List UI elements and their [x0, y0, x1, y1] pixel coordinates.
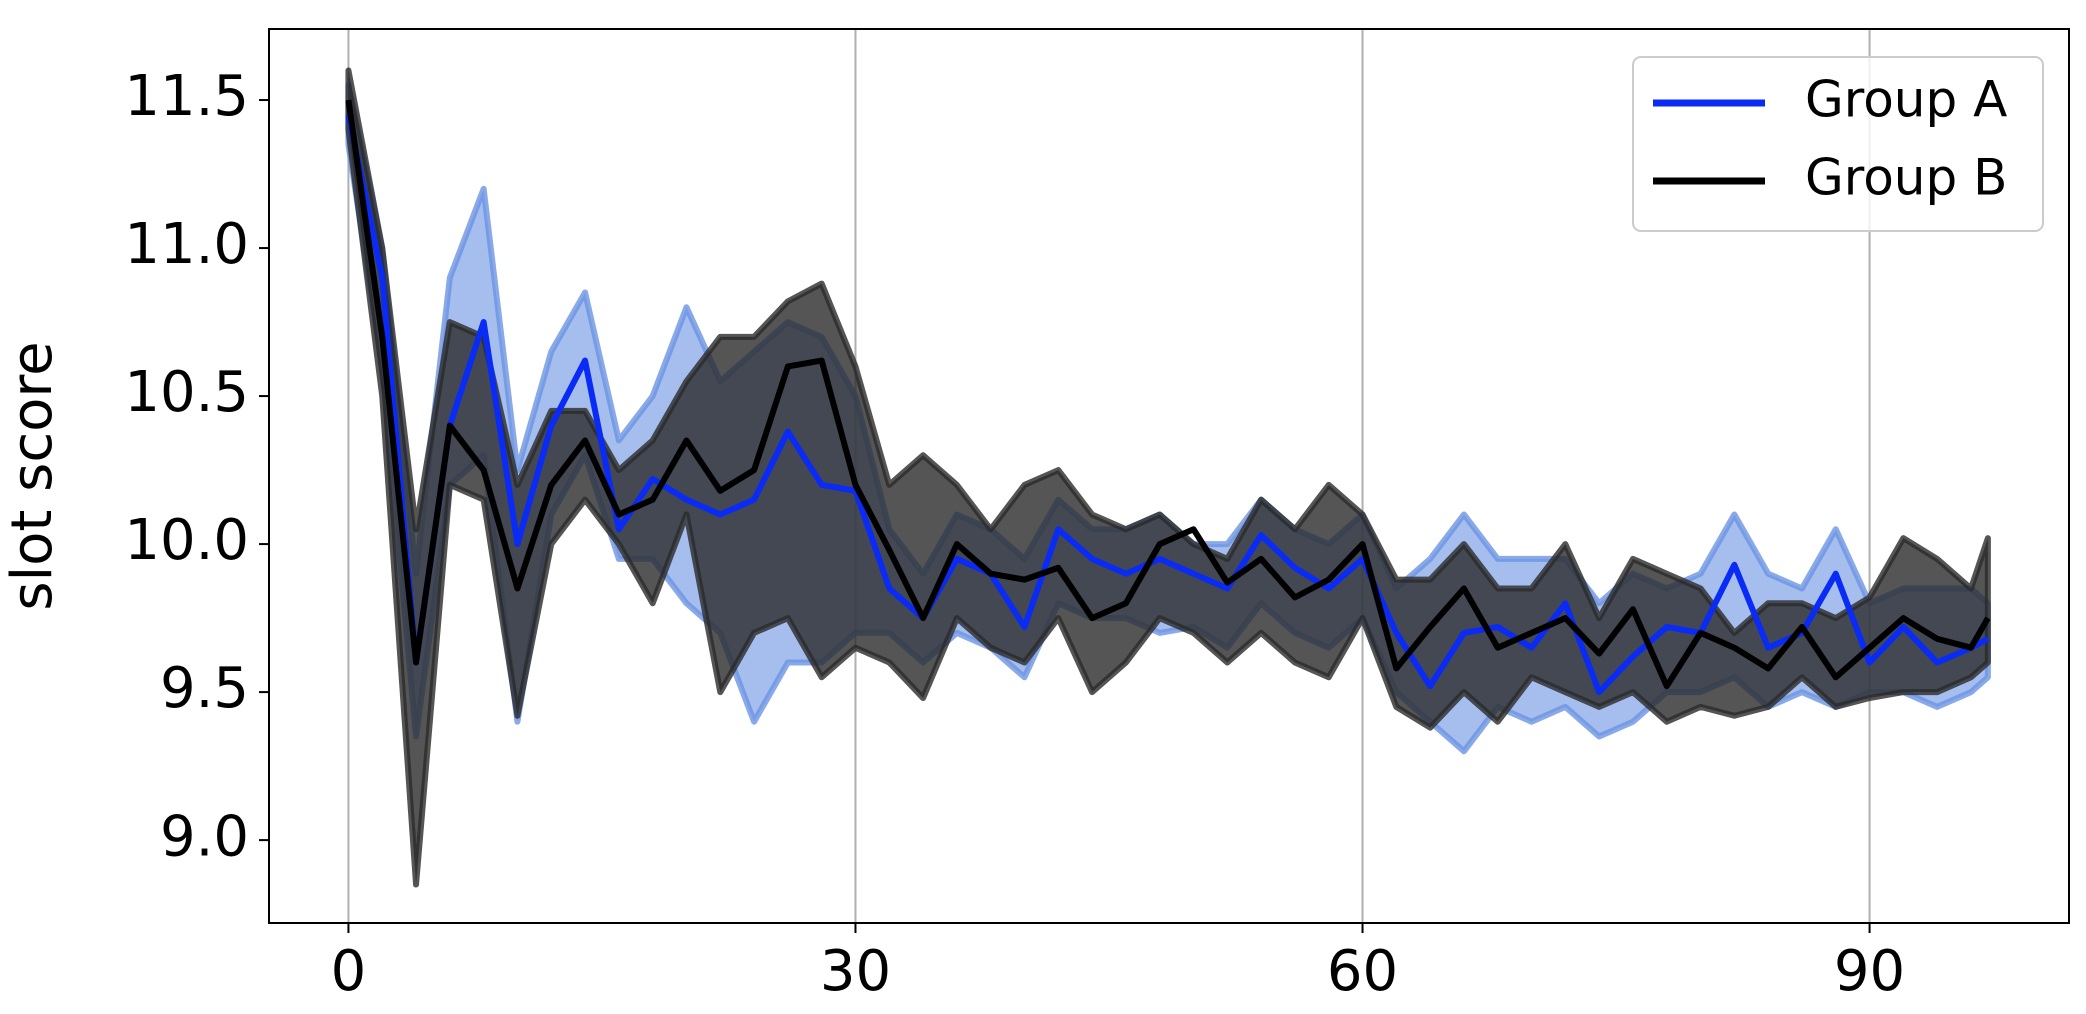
x-tick-label: 90 [1834, 939, 1905, 1004]
y-tick-label: 9.5 [160, 656, 249, 721]
legend-label: Group A [1805, 71, 2007, 129]
band [345, 67, 1991, 888]
legend-label: Group B [1805, 149, 2007, 207]
line [345, 99, 1991, 690]
y-tick-label: 10.0 [124, 508, 249, 573]
plot-frame [268, 28, 2070, 924]
x-tick-label: 0 [331, 939, 367, 1004]
y-tick-label: 9.0 [160, 804, 249, 869]
x-tick-label: 60 [1327, 939, 1398, 1004]
y-tick-label: 11.0 [124, 212, 249, 277]
x-tick-label: 30 [820, 939, 891, 1004]
legend: Group A Group B [1632, 56, 2044, 232]
y-tick-label: 10.5 [124, 360, 249, 425]
line [345, 114, 1990, 696]
y-tick-label: 11.5 [124, 64, 249, 129]
y-axis-label: slot score [0, 341, 65, 610]
